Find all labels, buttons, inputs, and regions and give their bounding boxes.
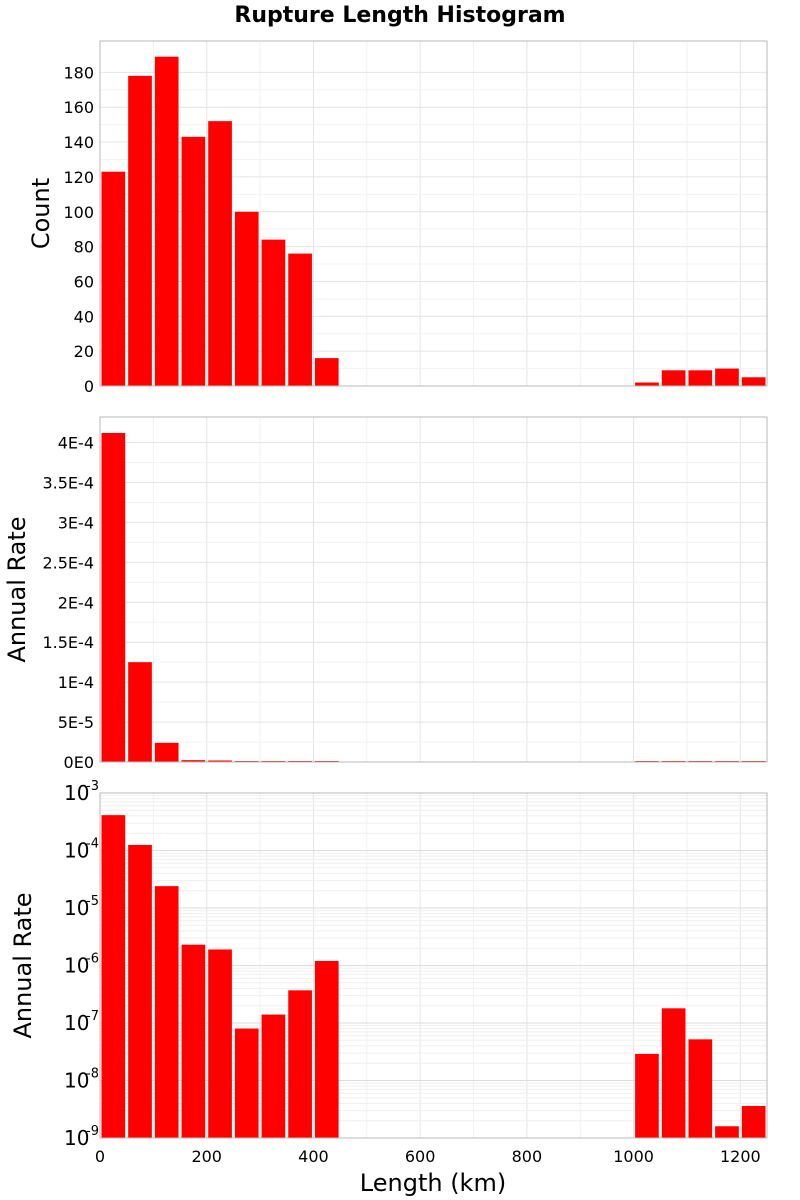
x-axis-label: Length (km)	[360, 1169, 506, 1197]
histogram-bar	[154, 742, 179, 762]
bars	[101, 815, 766, 1138]
gridlines	[99, 41, 767, 387]
plot-frame	[99, 792, 768, 1139]
histogram-bar	[181, 760, 206, 762]
y-tick-label: 3.5E-4	[42, 473, 94, 492]
y-tick-labels: 0E0 5E-5 1E-4 1.5E-4 2E-4 2.5E-4 3E-4 3.5E-4 4E-…	[42, 434, 94, 772]
y-tick-label-base: 10	[64, 896, 89, 920]
histogram-bar	[128, 75, 152, 387]
histogram-bar	[128, 844, 152, 1138]
y-tick-label: 1E-4	[58, 673, 94, 692]
panel-annual-rate-linear: 0E0 5E-5 1E-4 1.5E-4 2E-4 2.5E-4 3E-4 3.5E-4 4E-…	[3, 416, 768, 772]
histogram-bar	[741, 1106, 766, 1138]
x-tick-labels: 0 200 400 600 800 1000 1200	[95, 1147, 761, 1166]
y-tick-label-exponent: -9	[86, 1124, 99, 1139]
histogram-bar	[715, 1126, 739, 1138]
y-tick-labels: 10-910-810-710-610-510-410-3	[64, 779, 99, 1150]
y-tick-label: 40	[74, 307, 94, 326]
bars	[101, 56, 766, 387]
histogram-bar	[208, 121, 232, 386]
histogram-bar	[661, 1008, 686, 1138]
y-tick-label: 100	[63, 203, 94, 222]
chart-panels: 020406080100120140160180Count0E05E-51E-4…	[3, 40, 768, 1166]
histogram-bar	[181, 944, 206, 1138]
histogram-bar	[288, 990, 312, 1138]
y-tick-label-base: 10	[64, 839, 89, 863]
y-tick-label-base: 10	[64, 781, 89, 805]
y-tick-label: 4E-4	[58, 434, 94, 453]
y-tick-label: 3E-4	[58, 513, 94, 532]
y-tick-label-exponent: -3	[86, 779, 99, 794]
y-tick-labels: 0 20 40 60 80 100 120 140 160 180	[63, 63, 94, 396]
y-tick-label-exponent: -8	[86, 1067, 99, 1082]
histogram-bar	[208, 949, 232, 1138]
y-tick-label: 80	[74, 238, 94, 257]
histogram-bar	[154, 56, 179, 386]
plot-frame	[99, 40, 768, 387]
y-tick-label-base: 10	[64, 1126, 89, 1150]
histogram-bar	[101, 815, 126, 1138]
histogram-bar	[715, 368, 739, 386]
histogram-bar	[688, 1039, 713, 1138]
chart-title: Rupture Length Histogram	[234, 3, 565, 28]
y-axis-label: Annual Rate	[3, 516, 31, 662]
y-axis-label: Annual Rate	[9, 892, 37, 1038]
y-tick-label: 140	[63, 133, 94, 152]
histogram-bar	[181, 136, 206, 386]
y-tick-label: 2E-4	[58, 593, 94, 612]
histogram-bar	[635, 1053, 659, 1138]
y-tick-label-exponent: -4	[86, 837, 99, 852]
y-tick-label: 160	[63, 98, 94, 117]
histogram-bar	[101, 432, 126, 762]
y-tick-label: 180	[63, 63, 94, 82]
histogram-bar	[261, 1014, 286, 1138]
histogram-bar	[314, 358, 339, 386]
histogram-bar	[741, 377, 766, 386]
x-tick-label: 400	[298, 1147, 329, 1166]
y-tick-label-base: 10	[64, 1069, 89, 1093]
histogram-bar	[234, 211, 259, 386]
x-tick-label: 200	[191, 1147, 222, 1166]
histogram-bar	[154, 886, 179, 1138]
y-tick-label-base: 10	[64, 1011, 89, 1035]
histogram-bar	[688, 370, 713, 386]
y-tick-label: 0E0	[64, 753, 94, 772]
histogram-bar	[314, 960, 339, 1138]
y-tick-label: 1.5E-4	[42, 633, 94, 652]
x-tick-label: 1000	[613, 1147, 654, 1166]
histogram-bar	[101, 171, 126, 386]
histogram-bar	[128, 662, 152, 762]
y-axis-label: Count	[27, 178, 55, 249]
histogram-bar	[208, 760, 232, 762]
plot-area	[100, 417, 767, 762]
x-tick-label: 600	[405, 1147, 436, 1166]
y-tick-label: 60	[74, 272, 94, 291]
x-tick-label: 800	[512, 1147, 543, 1166]
y-tick-label: 0	[84, 377, 94, 396]
y-tick-label-exponent: -7	[86, 1009, 99, 1024]
histogram-bar	[234, 1028, 259, 1138]
y-tick-label: 2.5E-4	[42, 553, 94, 572]
plot-frame	[99, 416, 768, 763]
y-tick-label-exponent: -5	[86, 894, 99, 909]
histogram-bar	[661, 370, 686, 386]
y-tick-label: 5E-5	[58, 713, 94, 732]
y-tick-label: 120	[63, 168, 94, 187]
y-tick-label-base: 10	[64, 954, 89, 978]
panel-count: 0 20 40 60 80 100 120 140 160 180 Count	[27, 40, 768, 396]
x-tick-label: 1200	[720, 1147, 761, 1166]
y-tick-label-exponent: -6	[86, 952, 99, 967]
histogram-bar	[261, 239, 286, 386]
histogram-bar	[635, 382, 659, 386]
histogram-bar	[288, 253, 312, 386]
y-tick-label: 20	[74, 342, 94, 361]
x-tick-label: 0	[95, 1147, 105, 1166]
